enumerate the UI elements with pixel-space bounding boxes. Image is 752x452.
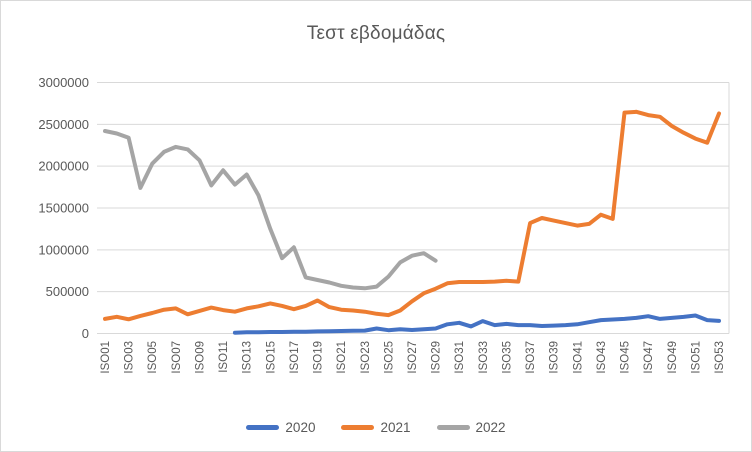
x-tick-label: ISO03 <box>124 341 136 374</box>
y-tick-label: 500000 <box>46 284 89 299</box>
x-tick-label: ISO45 <box>620 341 632 374</box>
legend-item-2020[interactable]: 2020 <box>246 420 315 435</box>
x-tick-label: ISO19 <box>313 341 325 374</box>
x-tick-label: ISO23 <box>360 341 372 374</box>
legend-label-2020: 2020 <box>285 419 316 435</box>
y-tick-label: 1000000 <box>38 242 89 257</box>
legend-swatch-2022 <box>436 424 470 430</box>
x-tick-label: ISO13 <box>242 341 254 374</box>
y-tick-label: 3000000 <box>38 75 89 90</box>
x-tick-label: ISO31 <box>454 341 466 374</box>
legend-label-2021: 2021 <box>380 419 411 435</box>
x-tick-label: ISO37 <box>525 341 537 374</box>
x-tick-label: ISO51 <box>690 341 702 374</box>
x-tick-label: ISO17 <box>289 341 301 374</box>
legend-swatch-2021 <box>341 424 375 430</box>
x-tick-label: ISO11 <box>218 341 230 373</box>
series-line-2021[interactable] <box>103 109 721 322</box>
x-tick-label: ISO53 <box>714 341 726 374</box>
legend-item-2021[interactable]: 2021 <box>341 419 411 435</box>
x-tick-label: ISO41 <box>572 341 584 374</box>
y-tick-label: 2500000 <box>38 117 89 132</box>
chart-title: Τεστ εβδομάδας <box>306 23 446 44</box>
y-tick-label: 0 <box>82 326 89 341</box>
legend: 2020 2021 2022 <box>1 411 751 443</box>
x-tick-label: ISO25 <box>383 341 395 374</box>
x-tick-label: ISO01 <box>100 341 112 374</box>
x-tick-label: ISO47 <box>643 341 655 374</box>
y-tick-label: 1500000 <box>38 201 89 216</box>
x-tick-label: ISO35 <box>501 341 513 374</box>
legend-item-2022[interactable]: 2022 <box>436 419 506 435</box>
x-tick-label: ISO07 <box>171 341 183 374</box>
legend-swatch-2020 <box>246 424 280 430</box>
series-line-2020[interactable] <box>232 313 721 335</box>
x-tick-label: ISO27 <box>407 341 419 374</box>
x-tick-label: ISO43 <box>596 341 608 374</box>
y-tick-label: 2000000 <box>38 159 89 174</box>
series-line-2022[interactable] <box>103 129 438 291</box>
x-tick-label: ISO09 <box>194 341 206 374</box>
x-tick-label: ISO15 <box>265 341 277 374</box>
x-tick-label: ISO05 <box>147 341 159 374</box>
x-tick-label: ISO49 <box>667 341 679 374</box>
x-tick-label: ISO33 <box>478 341 490 374</box>
x-tick-label: ISO21 <box>336 341 348 374</box>
legend-label-2022: 2022 <box>475 419 506 435</box>
x-tick-label: ISO29 <box>431 341 443 374</box>
x-tick-label: ISO39 <box>549 341 561 374</box>
